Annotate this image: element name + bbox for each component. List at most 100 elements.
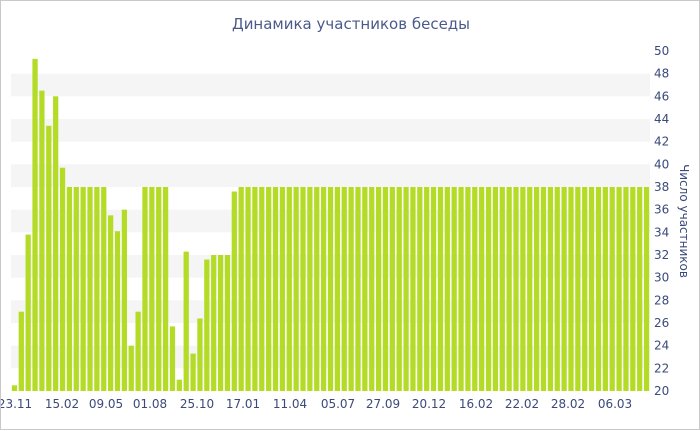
bar [492,187,499,391]
bar [403,187,409,391]
bar [128,345,134,391]
y-tick-label: 48 [654,67,669,81]
bar [451,187,457,391]
bar [506,187,512,391]
y-tick-label: 40 [654,157,669,171]
bar [53,96,59,391]
bar [59,167,66,391]
bar [513,187,519,391]
bar [11,385,18,391]
x-tick-label: 16.02 [459,397,493,411]
bar [25,234,31,391]
bar [169,326,176,391]
bar [197,318,203,391]
x-tick-label: 15.02 [45,397,79,411]
y-tick-label: 28 [654,293,669,307]
bar [630,187,636,391]
bar [588,187,595,391]
bar [300,187,306,391]
y-tick-label: 22 [654,361,669,375]
bar [101,187,107,391]
x-axis-ticks: 23.11 15.02 09.05 01.08 25.10 17.01 11.04 05.07… [1,397,632,411]
bar [107,215,114,391]
bar [39,90,45,392]
bar [327,187,334,391]
bar [135,311,141,391]
x-tick-label: 25.10 [180,397,214,411]
bar [362,187,368,391]
y-tick-label: 36 [654,203,669,217]
y-tick-label: 20 [654,384,669,398]
y-tick-label: 46 [654,89,669,103]
bar [334,187,341,391]
bar [355,187,361,391]
bar [224,255,231,391]
x-tick-label: 20.12 [412,397,446,411]
bar [533,187,540,391]
x-tick-label: 05.07 [321,397,355,411]
grid-band [11,164,650,187]
bar [375,187,382,391]
bar [554,187,560,391]
bar [417,187,423,391]
bar [32,58,38,392]
bar [217,255,224,391]
bar [204,259,210,391]
bar [80,187,86,391]
bar [637,187,643,391]
bar [307,187,313,391]
bar [142,187,148,391]
bar [259,187,265,391]
bar [623,187,629,391]
bar [231,191,237,391]
bar [66,187,73,391]
bar [485,187,492,391]
bar [582,187,588,391]
bar [499,187,505,391]
bar [149,187,155,391]
bar [320,187,327,391]
bar [465,187,471,391]
bar [18,311,24,391]
chart-title: Динамика участников беседы [232,15,470,33]
bar [561,187,567,391]
bar [382,187,389,391]
bar [437,187,444,391]
bar [389,187,395,391]
x-tick-label: 28.02 [551,397,585,411]
bar [602,187,608,391]
bar [252,187,258,391]
x-tick-label: 11.04 [273,397,307,411]
bar [46,125,52,392]
y-tick-label: 50 [654,44,669,58]
bars [11,58,650,392]
bar [176,379,182,391]
bar [87,187,93,391]
bar [94,187,100,391]
bar [616,187,622,391]
bar [410,187,416,391]
y-tick-label: 34 [654,225,669,239]
bar [595,187,602,391]
bar [211,255,217,391]
x-tick-label: 22.02 [505,397,539,411]
bar [121,209,128,391]
bar [609,187,615,391]
bar [540,187,547,391]
bar [266,187,272,391]
x-tick-label: 23.11 [1,397,32,411]
y-tick-label: 38 [654,180,669,194]
bar [527,187,533,391]
bar [479,187,485,391]
y-tick-label: 44 [654,112,669,126]
bar [73,187,79,391]
bar [114,231,121,391]
bar [520,187,526,391]
grid-band [11,73,650,97]
y-tick-label: 26 [654,316,669,330]
bar [156,187,162,391]
x-tick-label: 17.01 [226,397,260,411]
bar [238,187,244,391]
x-tick-label: 01.08 [133,397,167,411]
